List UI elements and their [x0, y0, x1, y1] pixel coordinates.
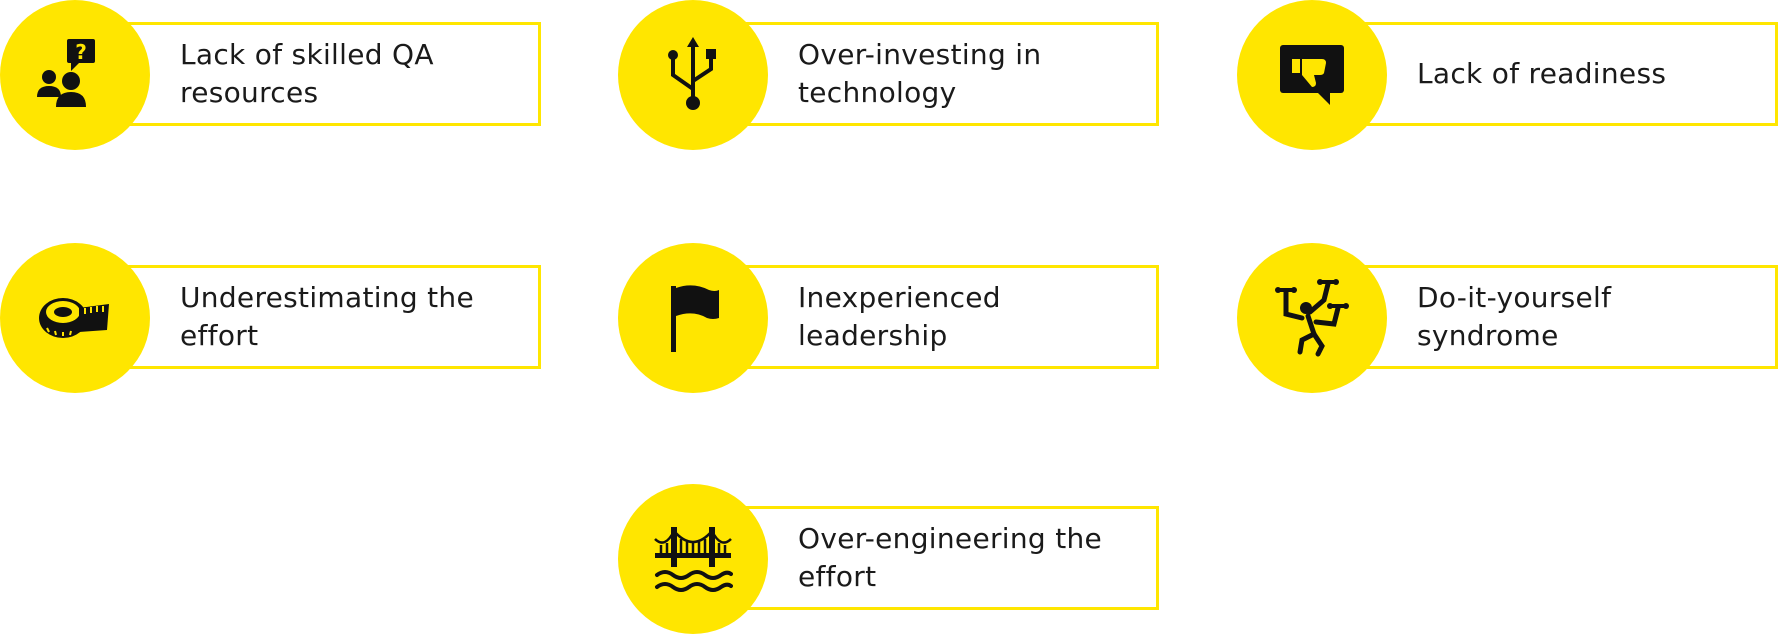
challenge-item-readiness: Lack of readiness: [1237, 0, 1782, 150]
icon-circle: [618, 0, 768, 150]
challenge-label: Underestimating the effort: [180, 281, 474, 352]
people-question-icon: ?: [37, 39, 95, 107]
challenge-label: Do-it-yourself syndrome: [1417, 281, 1612, 352]
label-box: [104, 22, 541, 126]
icon-circle: [618, 243, 768, 393]
challenge-label: Over-investing in technology: [798, 38, 1042, 109]
thumbs-down-speech-bubble-icon: [1280, 45, 1344, 105]
challenge-item-skilled-qa: ? Lack of skilled QA resources: [0, 0, 545, 150]
challenge-label: Inexperienced leadership: [798, 281, 1001, 352]
challenge-item-leadership: Inexperienced leadership: [618, 243, 1163, 393]
icon-circle: [1237, 0, 1387, 150]
icon-circle: [1237, 243, 1387, 393]
label-box: [722, 265, 1159, 369]
icon-circle: [618, 484, 768, 634]
challenge-item-over-engineering: Over-engineering the effort: [618, 484, 1163, 634]
measuring-tape-icon: [39, 298, 109, 338]
label-box: [104, 265, 541, 369]
challenge-item-over-investing: Over-investing in technology: [618, 0, 1163, 150]
juggling-person-icon: [1275, 279, 1349, 357]
usb-icon: [668, 37, 716, 110]
challenge-label: Over-engineering the effort: [798, 522, 1103, 593]
svg-text:?: ?: [75, 40, 87, 64]
flag-icon: [671, 285, 719, 352]
challenge-item-underestimating: Underestimating the effort: [0, 243, 545, 393]
icon-circle: ?: [0, 0, 150, 150]
label-box: [1341, 265, 1778, 369]
label-box: [1341, 22, 1778, 126]
icon-circle: [0, 243, 150, 393]
challenge-label: Lack of skilled QA resources: [180, 38, 434, 109]
challenge-item-diy: Do-it-yourself syndrome: [1237, 243, 1782, 393]
challenge-label: Lack of readiness: [1417, 57, 1667, 90]
bridge-icon: [654, 527, 733, 592]
